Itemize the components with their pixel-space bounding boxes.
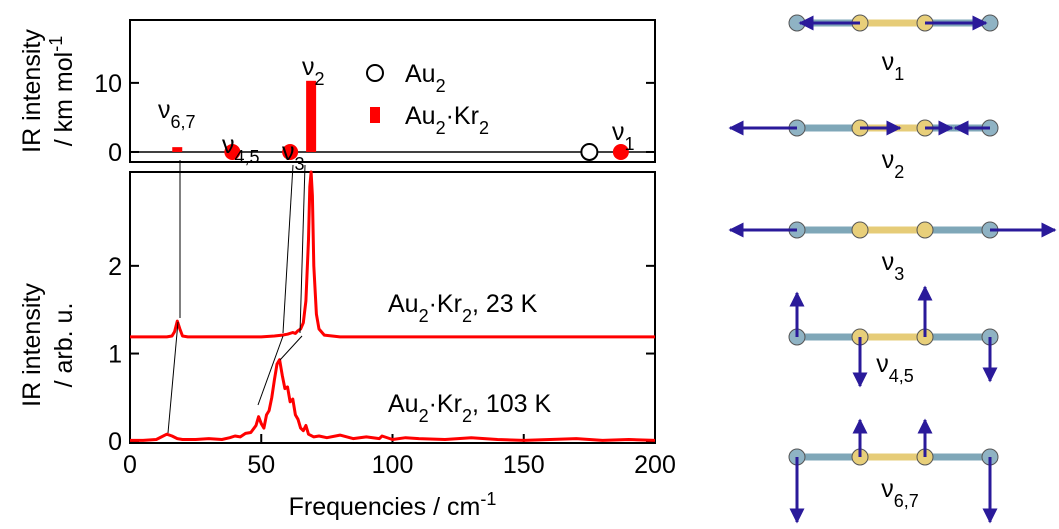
x-tick-label: 200 xyxy=(634,451,676,479)
spectrum-label-part: ·Kr xyxy=(429,390,462,418)
mode-label: ν1 xyxy=(882,48,905,84)
mode-label-part: 4,5 xyxy=(889,366,914,386)
mode-label: ν4,5 xyxy=(222,131,260,167)
mode-label-part: 6,7 xyxy=(171,112,196,132)
connector xyxy=(279,335,303,361)
y-tick-label: 0 xyxy=(108,139,122,167)
mode-label-part: 2 xyxy=(315,69,325,89)
spectrum-label-part: Au xyxy=(388,390,419,418)
x-tick-label: 0 xyxy=(123,451,137,479)
mode-label-part: ν xyxy=(282,138,295,166)
y-axis-label: / arb. u. xyxy=(50,303,78,388)
mode-label-part: ν xyxy=(882,146,895,174)
y-axis-label-part: -1 xyxy=(46,36,66,52)
y-tick-label: 0 xyxy=(108,428,122,456)
spectrum-label: Au2·Kr2, 103 K xyxy=(388,390,552,426)
mode-label-part: 3 xyxy=(894,264,904,284)
mode-label-part: ν xyxy=(222,131,235,159)
connector xyxy=(257,335,284,406)
inactive-mode-marker xyxy=(612,143,629,160)
y-axis-label-part: / km mol xyxy=(50,52,78,146)
mode-label: ν3 xyxy=(882,248,905,284)
legend-label-part: 2 xyxy=(479,118,489,138)
mode-label-part: ν xyxy=(882,48,895,76)
legend-symbol xyxy=(366,64,384,82)
spectrum-label-part: , 103 K xyxy=(472,390,552,418)
spectrum-label-part: 2 xyxy=(419,306,429,326)
mode-label-part: 3 xyxy=(295,154,305,174)
legend-label-part: Au xyxy=(405,102,436,130)
mode-label-part: ν xyxy=(612,118,625,146)
mode-label-part: 2 xyxy=(894,162,904,182)
y-axis-label-part: / arb. u. xyxy=(50,303,78,388)
legend-label: Au2 xyxy=(405,60,446,96)
x-tick-label: 50 xyxy=(247,451,275,479)
mode-label-part: 6,7 xyxy=(894,491,919,511)
mode-label: ν3 xyxy=(282,138,305,174)
mode-label-part: ν xyxy=(876,350,889,378)
spectrum-label: Au2·Kr2, 23 K xyxy=(388,290,538,326)
y-tick-label: 10 xyxy=(94,70,122,98)
connector xyxy=(282,164,294,334)
spectrum-label-part: ·Kr xyxy=(429,290,462,318)
plot-frame xyxy=(129,19,656,163)
mode-label: ν2 xyxy=(302,53,325,89)
legend-symbol xyxy=(370,107,380,123)
spectrum-line xyxy=(130,358,656,442)
y-tick-label: 2 xyxy=(108,253,122,281)
legend-label-part: 2 xyxy=(436,118,446,138)
y-axis-label: IR intensity xyxy=(18,283,46,407)
mode-label-part: ν xyxy=(881,475,894,503)
x-axis-label: Frequencies / cm-1 xyxy=(289,489,497,521)
inactive-mode-marker xyxy=(282,143,299,160)
inactive-mode-marker xyxy=(224,143,241,160)
au-atom xyxy=(916,221,934,239)
connector xyxy=(167,321,179,434)
spectrum-label-part: 2 xyxy=(462,306,472,326)
legend-label-part: Au xyxy=(405,60,436,88)
mode-label: ν4,5 xyxy=(876,350,914,386)
stick-bar xyxy=(172,147,183,152)
mode-label-part: 1 xyxy=(894,64,904,84)
legend-label-part: ·Kr xyxy=(446,102,479,130)
au-atom xyxy=(851,221,869,239)
mode-label-part: ν xyxy=(158,96,171,124)
mode-label: ν1 xyxy=(612,118,635,154)
mode-label-part: 1 xyxy=(625,134,635,154)
mode-label-part: 4,5 xyxy=(235,147,260,167)
spectrum-label-part: , 23 K xyxy=(472,290,538,318)
mode-label-part: ν xyxy=(882,248,895,276)
spectrum-label-part: 2 xyxy=(419,406,429,426)
stick-bar xyxy=(306,80,317,152)
y-tick-label: 1 xyxy=(108,341,122,369)
mode-label: ν6,7 xyxy=(881,475,919,511)
y-axis-label-part: IR intensity xyxy=(18,283,46,407)
x-tick-label: 150 xyxy=(503,451,545,479)
y-axis-label: / km mol-1 xyxy=(46,36,78,146)
mode-marker xyxy=(580,142,599,161)
x-axis-label-part: Frequencies / cm xyxy=(289,493,481,521)
mode-label: ν2 xyxy=(882,146,905,182)
legend-label-part: 2 xyxy=(436,76,446,96)
x-axis-label-part: -1 xyxy=(480,489,496,509)
y-axis-label-part: IR intensity xyxy=(18,29,46,153)
legend-label: Au2·Kr2 xyxy=(405,102,489,138)
mode-label: ν6,7 xyxy=(158,96,196,132)
spectrum-label-part: Au xyxy=(388,290,419,318)
x-tick-label: 100 xyxy=(372,451,414,479)
spectrum-label-part: 2 xyxy=(462,406,472,426)
mode-label-part: ν xyxy=(302,53,315,81)
y-axis-label: IR intensity xyxy=(18,29,46,153)
connector xyxy=(299,164,306,334)
